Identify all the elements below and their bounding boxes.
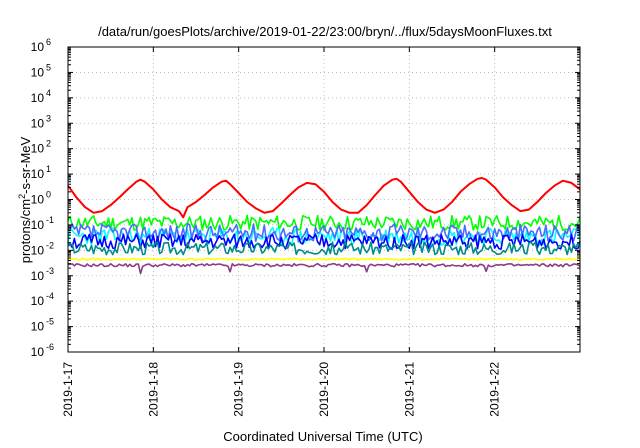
chart-title: /data/run/goesPlots/archive/2019-01-22/2…	[98, 24, 552, 39]
y-tick-label: 10 4	[31, 88, 51, 105]
series-layer	[67, 177, 581, 275]
series-line-3	[67, 222, 581, 243]
series-line-1	[67, 214, 581, 232]
y-axis-title-rest: -s-sr-MeV	[18, 136, 33, 193]
x-axis-title: Coordinated Universal Time (UTC)	[223, 429, 422, 444]
y-tick-label: 10 0	[31, 190, 51, 207]
series-line-6	[67, 257, 581, 262]
y-tick-label: 10 1	[31, 164, 51, 181]
y-tick-label: 10 -2	[31, 240, 54, 257]
x-tick-label: 2019-1-20	[317, 362, 331, 417]
y-tick-label: 10 5	[31, 62, 51, 79]
series-line-2	[67, 226, 581, 246]
y-tick-label: 10 2	[31, 139, 51, 156]
grid-layer	[68, 47, 580, 352]
y-axis-title-sup: 2	[17, 194, 27, 199]
x-tick-label: 2019-1-22	[488, 362, 502, 417]
tick-layer: 10 -6 10 -5 10 -4 10 -3 10 -2 10 -1 10 0 10 1 10 2 10 3 10 4 1…	[31, 37, 580, 417]
y-tick-label: 10 -3	[31, 266, 54, 283]
series-line-7	[67, 262, 581, 275]
series-line-0	[67, 177, 581, 219]
y-tick-label: 10 -4	[31, 291, 54, 308]
x-tick-label: 2019-1-21	[402, 362, 416, 417]
series-line-4	[67, 233, 581, 250]
y-tick-label: 10 6	[31, 37, 51, 54]
x-tick-label: 2019-1-18	[146, 362, 160, 417]
y-tick-label: 10 -6	[31, 342, 54, 359]
x-tick-label: 2019-1-19	[232, 362, 246, 417]
y-tick-label: 10 3	[31, 113, 51, 130]
y-axis-title-base: protons/cm	[18, 199, 33, 263]
series-line-5	[67, 241, 581, 256]
x-tick-label: 2019-1-17	[61, 362, 75, 417]
y-axis-title: protons/cm2-s-sr-MeV	[17, 136, 33, 263]
y-tick-label: 10 -1	[31, 215, 54, 232]
y-tick-label: 10 -5	[31, 317, 54, 334]
